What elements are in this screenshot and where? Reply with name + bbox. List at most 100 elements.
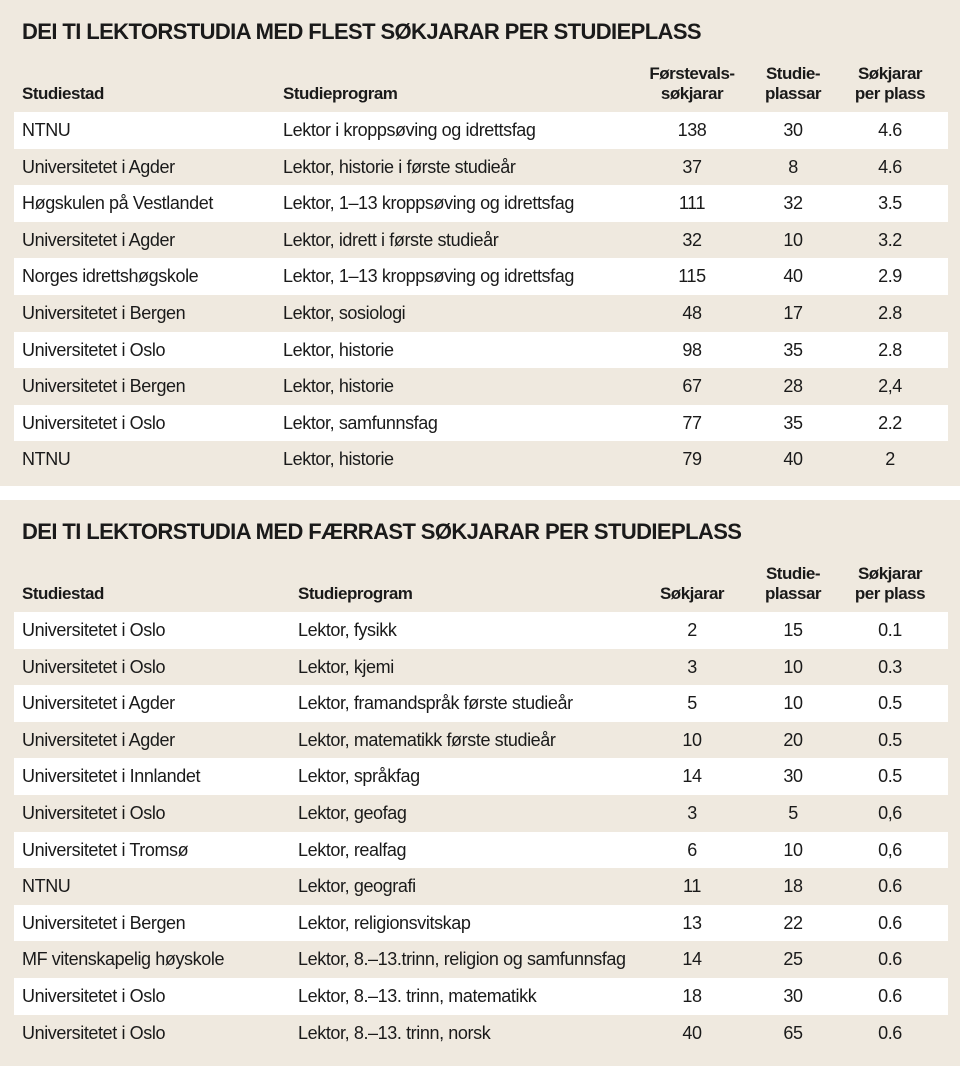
cell-studiestad: Universitetet i Bergen xyxy=(22,302,186,323)
table-row: Universitetet i Tromsø Lektor, realfag 6 10… xyxy=(14,831,948,869)
cell-studiestad: Universitetet i Agder xyxy=(22,229,175,250)
cell-studiestad: Universitetet i Agder xyxy=(22,693,175,714)
cell-studieprogram: Lektor, språkfag xyxy=(298,766,420,787)
cell-studieprogram: Lektor, samfunnsfag xyxy=(283,412,438,433)
table-header: Studiestad Studieprogram Førstevals- søk… xyxy=(0,60,960,104)
header-applicants: Førstevals- søkjarar xyxy=(649,64,735,103)
cell-places: 8 xyxy=(788,156,798,177)
cell-applicants: 18 xyxy=(682,985,702,1006)
header-studieprogram: Studieprogram xyxy=(283,84,398,103)
cell-applicants: 10 xyxy=(682,729,702,750)
table-row: Universitetet i Oslo Lektor, 8.–13. trinn… xyxy=(14,977,948,1015)
cell-studiestad: NTNU xyxy=(22,449,71,470)
cell-places: 10 xyxy=(783,656,803,677)
table-body: Universitetet i Oslo Lektor, fysikk 2 15 0.1… xyxy=(14,612,948,1051)
cell-applicants: 138 xyxy=(677,120,707,140)
cell-per-place: 0.5 xyxy=(878,693,902,714)
bottom-twelve-table: DEI TI LEKTORSTUDIA MED FÆRRAST SØKJARAR… xyxy=(0,500,960,1066)
cell-per-place: 0.6 xyxy=(878,1022,902,1043)
cell-places: 17 xyxy=(783,302,803,323)
cell-studieprogram: Lektor, fysikk xyxy=(298,620,397,640)
cell-per-place: 2,4 xyxy=(878,376,902,397)
cell-studiestad: NTNU xyxy=(22,876,71,897)
cell-studieprogram: Lektor, religionsvitskap xyxy=(298,912,471,933)
cell-studieprogram: Lektor i kroppsøving og idrettsfag xyxy=(283,120,536,140)
cell-studieprogram: Lektor, kjemi xyxy=(298,656,394,677)
table-row: Universitetet i Bergen Lektor, religionsv… xyxy=(14,904,948,942)
cell-applicants: 5 xyxy=(687,693,697,714)
cell-studiestad: Norges idrettshøgskole xyxy=(22,266,199,287)
cell-applicants: 11 xyxy=(683,876,701,897)
cell-per-place: 0.5 xyxy=(878,729,902,750)
cell-studieprogram: Lektor, 1–13 kroppsøving og idrettsfag xyxy=(283,266,574,287)
cell-places: 18 xyxy=(783,876,803,897)
cell-per-place: 2.2 xyxy=(878,412,902,433)
cell-applicants: 115 xyxy=(678,266,706,287)
cell-places: 35 xyxy=(783,412,803,433)
cell-studiestad: Universitetet i Agder xyxy=(22,729,175,750)
cell-places: 10 xyxy=(783,839,803,860)
table-row: Universitetet i Oslo Lektor, kjemi 3 10 0.3 xyxy=(14,649,948,686)
cell-places: 30 xyxy=(783,985,803,1006)
cell-studieprogram: Lektor, matematikk første studieår xyxy=(298,729,556,750)
table-row: Universitetet i Agder Lektor, framandsprå… xyxy=(14,685,948,722)
table-row: Universitetet i Oslo Lektor, historie 98 35… xyxy=(14,331,948,369)
cell-applicants: 2 xyxy=(687,620,697,640)
table-row: Norges idrettshøgskole Lektor, 1–13 kropp… xyxy=(14,258,948,295)
cell-per-place: 0.6 xyxy=(878,876,902,897)
cell-studieprogram: Lektor, historie xyxy=(283,449,394,470)
cell-applicants: 77 xyxy=(682,412,702,433)
cell-studieprogram: Lektor, historie i første studieår xyxy=(283,156,516,177)
cell-per-place: 0.3 xyxy=(878,656,902,677)
table-row: Høgskulen på Vestlandet Lektor, 1–13 krop… xyxy=(14,185,948,222)
table-row: Universitetet i Oslo Lektor, samfunnsfag 7… xyxy=(14,404,948,442)
cell-applicants: 98 xyxy=(682,339,702,360)
cell-per-place: 2.8 xyxy=(878,302,902,323)
cell-studiestad: Universitetet i Agder xyxy=(22,156,175,177)
header-places: Studie- plassar xyxy=(764,564,822,603)
cell-studieprogram: Lektor, 8.–13. trinn, matematikk xyxy=(298,985,537,1006)
cell-per-place: 4.6 xyxy=(878,156,902,177)
cell-studiestad: Universitetet i Oslo xyxy=(22,802,166,823)
cell-per-place: 0.1 xyxy=(878,620,902,640)
table-row: NTNU Lektor, geografi 11 18 0.6 xyxy=(14,868,948,905)
cell-places: 30 xyxy=(783,766,803,787)
cell-applicants: 79 xyxy=(682,449,702,470)
cell-per-place: 3.5 xyxy=(878,193,902,214)
cell-per-place: 2 xyxy=(885,449,895,470)
cell-studiestad: Universitetet i Tromsø xyxy=(22,839,189,860)
table-title: DEI TI LEKTORSTUDIA MED FLEST SØKJARAR P… xyxy=(22,19,702,44)
cell-studieprogram: Lektor, 1–13 kroppsøving og idrettsfag xyxy=(283,193,574,214)
cell-studiestad: Universitetet i Oslo xyxy=(22,412,166,433)
cell-places: 22 xyxy=(783,912,803,933)
table-row: NTNU Lektor i kroppsøving og idrettsfag 13… xyxy=(14,112,948,149)
cell-studieprogram: Lektor, historie xyxy=(283,376,394,397)
cell-places: 28 xyxy=(783,376,803,397)
cell-places: 25 xyxy=(783,949,803,970)
header-per-place: Søkjarar per plass xyxy=(854,64,926,103)
cell-per-place: 0.6 xyxy=(878,912,902,933)
cell-places: 65 xyxy=(783,1022,803,1043)
cell-studiestad: Universitetet i Bergen xyxy=(22,912,186,933)
cell-studiestad: Universitetet i Oslo xyxy=(22,620,166,640)
table-row: NTNU Lektor, historie 79 40 2 xyxy=(14,441,948,478)
cell-per-place: 0.5 xyxy=(878,766,902,787)
table-row: Universitetet i Agder Lektor, matematikk … xyxy=(14,722,948,759)
table-row: Universitetet i Agder Lektor, historie i … xyxy=(14,149,948,186)
header-studiestad: Studiestad xyxy=(22,84,104,103)
cell-places: 35 xyxy=(783,339,803,360)
header-places: Studie- plassar xyxy=(764,64,822,103)
header-studiestad: Studiestad xyxy=(22,584,104,603)
header-studieprogram: Studieprogram xyxy=(298,584,413,603)
table-row: Universitetet i Oslo Lektor, geofag 3 5 0,6 xyxy=(14,795,948,832)
cell-per-place: 0.6 xyxy=(878,985,902,1006)
table-row: Universitetet i Agder Lektor, idrett i fø… xyxy=(14,222,948,259)
header-applicants: Søkjarar xyxy=(659,584,725,603)
table-row: Universitetet i Innlandet Lektor, språkfa… xyxy=(14,758,948,795)
cell-applicants: 3 xyxy=(687,802,697,823)
cell-applicants: 37 xyxy=(682,156,702,177)
cell-applicants: 14 xyxy=(682,949,702,970)
cell-studiestad: NTNU xyxy=(22,120,71,140)
cell-studiestad: Universitetet i Oslo xyxy=(22,985,166,1006)
cell-per-place: 4.6 xyxy=(878,120,902,140)
